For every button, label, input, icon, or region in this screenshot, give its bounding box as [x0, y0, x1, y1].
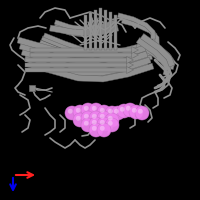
Circle shape: [97, 117, 111, 131]
Circle shape: [135, 106, 149, 120]
Circle shape: [89, 111, 103, 125]
Polygon shape: [41, 36, 143, 57]
Polygon shape: [25, 68, 130, 72]
Polygon shape: [132, 46, 138, 53]
Bar: [29, 85, 35, 91]
Polygon shape: [39, 40, 161, 61]
Polygon shape: [37, 44, 159, 65]
Polygon shape: [94, 10, 96, 50]
Circle shape: [89, 103, 103, 117]
Polygon shape: [121, 19, 159, 45]
Circle shape: [129, 105, 143, 119]
Polygon shape: [127, 66, 134, 73]
Polygon shape: [30, 48, 135, 52]
Circle shape: [108, 109, 113, 114]
Polygon shape: [117, 13, 155, 39]
Polygon shape: [21, 49, 148, 70]
Circle shape: [105, 106, 119, 120]
Circle shape: [92, 120, 97, 125]
Circle shape: [89, 117, 103, 131]
Polygon shape: [119, 16, 157, 42]
Polygon shape: [25, 58, 130, 62]
Polygon shape: [54, 20, 116, 31]
Circle shape: [92, 106, 97, 111]
Circle shape: [105, 118, 119, 132]
Circle shape: [84, 106, 89, 111]
Circle shape: [76, 116, 81, 121]
Circle shape: [73, 105, 87, 119]
Circle shape: [68, 109, 73, 114]
Circle shape: [108, 116, 113, 121]
Circle shape: [76, 108, 81, 113]
Circle shape: [97, 123, 111, 137]
Polygon shape: [25, 63, 130, 67]
Circle shape: [132, 108, 137, 113]
Circle shape: [81, 111, 95, 125]
Polygon shape: [136, 38, 171, 71]
Polygon shape: [132, 51, 138, 58]
Circle shape: [100, 114, 105, 119]
Circle shape: [100, 126, 105, 131]
Circle shape: [138, 109, 143, 114]
Polygon shape: [30, 53, 135, 57]
Circle shape: [81, 118, 95, 132]
Circle shape: [114, 109, 119, 114]
Polygon shape: [127, 56, 134, 64]
Circle shape: [97, 105, 111, 119]
Circle shape: [92, 114, 97, 119]
Polygon shape: [127, 62, 134, 68]
Polygon shape: [104, 10, 106, 50]
Circle shape: [100, 120, 105, 125]
Circle shape: [117, 104, 131, 118]
Circle shape: [120, 107, 125, 112]
Polygon shape: [136, 43, 169, 76]
Polygon shape: [49, 25, 119, 36]
Circle shape: [92, 126, 97, 131]
Polygon shape: [54, 23, 116, 34]
Circle shape: [73, 113, 87, 127]
Circle shape: [81, 103, 95, 117]
Circle shape: [123, 103, 137, 117]
Polygon shape: [54, 26, 116, 37]
Circle shape: [108, 121, 113, 126]
Polygon shape: [17, 37, 119, 58]
Circle shape: [97, 111, 111, 125]
Circle shape: [84, 114, 89, 119]
Circle shape: [65, 106, 79, 120]
Polygon shape: [43, 33, 145, 54]
Circle shape: [89, 123, 103, 137]
Polygon shape: [108, 12, 112, 50]
Polygon shape: [27, 61, 154, 82]
Polygon shape: [139, 40, 172, 73]
Polygon shape: [27, 58, 149, 79]
Polygon shape: [29, 53, 151, 74]
Polygon shape: [142, 37, 175, 70]
Polygon shape: [31, 50, 153, 71]
Polygon shape: [24, 55, 151, 76]
Circle shape: [100, 108, 105, 113]
Polygon shape: [88, 12, 92, 50]
Circle shape: [111, 106, 125, 120]
Circle shape: [126, 106, 131, 111]
Circle shape: [105, 113, 119, 127]
Polygon shape: [19, 43, 146, 64]
Polygon shape: [84, 15, 86, 50]
Polygon shape: [140, 34, 175, 67]
Circle shape: [84, 121, 89, 126]
Polygon shape: [98, 8, 102, 50]
Polygon shape: [114, 15, 116, 50]
Polygon shape: [34, 46, 156, 67]
